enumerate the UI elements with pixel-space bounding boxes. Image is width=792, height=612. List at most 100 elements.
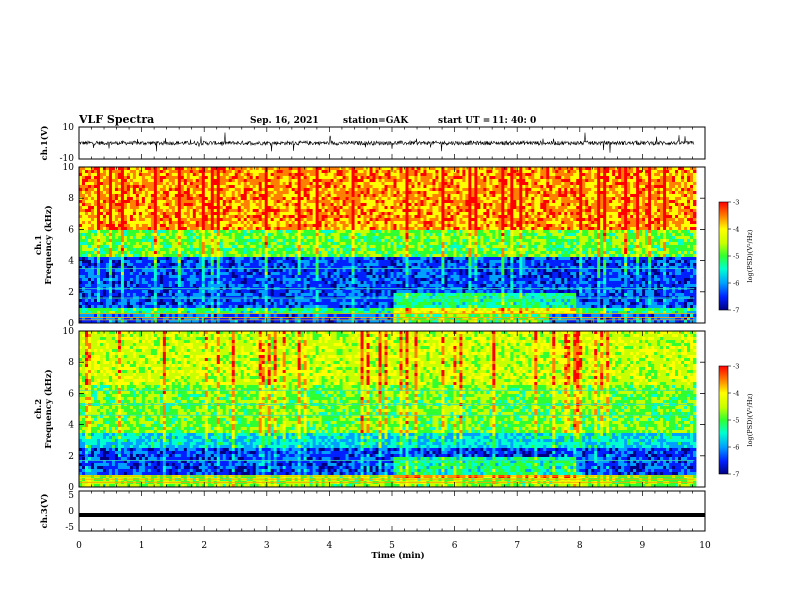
spectrogram-cell [462, 233, 466, 237]
spectrogram-cell [486, 215, 490, 219]
spectrogram-cell [147, 212, 152, 216]
spectrogram-cell [300, 248, 305, 252]
spectrogram-cell [540, 254, 547, 258]
spectrogram-cell [579, 257, 583, 261]
spectrogram-cell [138, 215, 143, 219]
spectrogram-cell [201, 191, 206, 195]
spectrogram-cell [633, 248, 637, 252]
spectrogram-cell [381, 254, 385, 258]
spectrogram-cell [636, 230, 640, 234]
spectrogram-cell [660, 227, 664, 231]
spectrogram-cell [486, 203, 490, 207]
spectrogram-cell [192, 233, 197, 237]
spectrogram-cell [330, 185, 334, 189]
spectrogram-cell [126, 266, 134, 270]
spectrogram-cell [654, 227, 658, 231]
spectrogram-cell [315, 170, 320, 174]
spectrogram-cell [423, 233, 427, 237]
spectrogram-cell [591, 218, 595, 222]
spectrogram-cell [600, 197, 604, 201]
spectrogram-cell [624, 245, 628, 249]
spectrogram-cell [609, 176, 616, 180]
spectrogram-cell [516, 167, 520, 171]
spectrogram-cell [342, 170, 349, 174]
spectrogram-cell [606, 221, 610, 225]
spectrogram-cell [207, 188, 212, 192]
spectrogram-cell [507, 224, 511, 228]
spectrogram-cell [351, 176, 358, 180]
spectrogram-cell [504, 227, 511, 231]
spectrogram-cell [342, 254, 346, 258]
spectrogram-cell [135, 248, 140, 252]
spectrogram-cell [543, 245, 550, 249]
spectrogram-cell [225, 197, 233, 201]
spectrogram-cell [654, 266, 658, 270]
spectrogram-cell [153, 209, 158, 213]
spectrogram-cell [300, 257, 305, 261]
spectrogram-cell [606, 173, 613, 177]
spectrogram-cell [261, 230, 266, 234]
spectrogram-cell [498, 182, 502, 186]
spectrogram-cell [87, 251, 92, 255]
spectrogram-cell [588, 170, 592, 174]
spectrogram-cell [165, 194, 170, 198]
spectrogram-cell [555, 212, 559, 216]
spectrogram-cell [201, 227, 206, 231]
spectrogram-cell [612, 191, 619, 195]
spectrogram-cell [243, 209, 248, 213]
spectrogram-cell [228, 227, 233, 231]
spectrogram-cell [504, 170, 508, 174]
spectrogram-cell [594, 257, 598, 261]
spectrogram-cell [402, 239, 406, 243]
spectrogram-cell [666, 236, 673, 240]
spectrogram-cell [609, 191, 613, 195]
spectrogram-cell [390, 263, 397, 267]
spectrogram-cell [675, 173, 679, 177]
spectrogram-cell [366, 233, 376, 237]
spectrogram-cell [453, 212, 457, 216]
spectrogram-cell [669, 221, 673, 225]
spectrogram-cell [135, 203, 140, 207]
spectrogram-cell [558, 224, 562, 228]
spectrogram-cell [108, 251, 113, 255]
spectrogram-cell [186, 224, 197, 228]
spectrogram-cell [453, 227, 460, 231]
spectrogram-cell [639, 197, 643, 201]
spectrogram-cell [486, 170, 493, 174]
spectrogram-cell [507, 254, 517, 258]
spectrogram-cell [432, 245, 439, 249]
spectrogram-cell [294, 191, 302, 195]
spectrogram-cell [306, 218, 314, 222]
spectrogram-cell [405, 221, 409, 225]
spectrogram-cell [408, 248, 418, 252]
spectrogram-cell [621, 230, 625, 234]
spectrogram-cell [231, 206, 239, 210]
spectrogram-cell [132, 251, 143, 255]
spectrogram-cell [333, 197, 340, 201]
spectrogram-cell [135, 200, 140, 204]
spectrogram-cell [399, 170, 403, 174]
spectrogram-cell [603, 185, 607, 189]
spectrogram-cell [96, 266, 101, 270]
spectrogram-cell [462, 170, 466, 174]
spectrogram-cell [240, 197, 248, 201]
spectrogram-cell [255, 212, 263, 216]
spectrogram-cell [558, 197, 562, 201]
spectrogram-cell [477, 266, 484, 270]
spectrogram-cell [204, 182, 209, 186]
spectrogram-cell [486, 167, 493, 171]
spectrogram-cell [675, 191, 679, 195]
spectrogram-cell [636, 191, 643, 195]
spectrogram-cell [264, 218, 269, 222]
spectrogram-cell [492, 212, 496, 216]
spectrogram-cell [324, 197, 329, 201]
spectrogram-cell [453, 182, 457, 186]
spectrogram-cell [444, 245, 448, 249]
spectrogram-cell [273, 206, 278, 210]
spectrogram-cell [528, 197, 532, 201]
spectrogram-cell [237, 197, 242, 201]
spectrogram-cell [573, 257, 577, 261]
spectrogram-cell [546, 239, 550, 243]
spectrogram-cell [189, 176, 200, 180]
spectrogram-cell [594, 266, 598, 270]
